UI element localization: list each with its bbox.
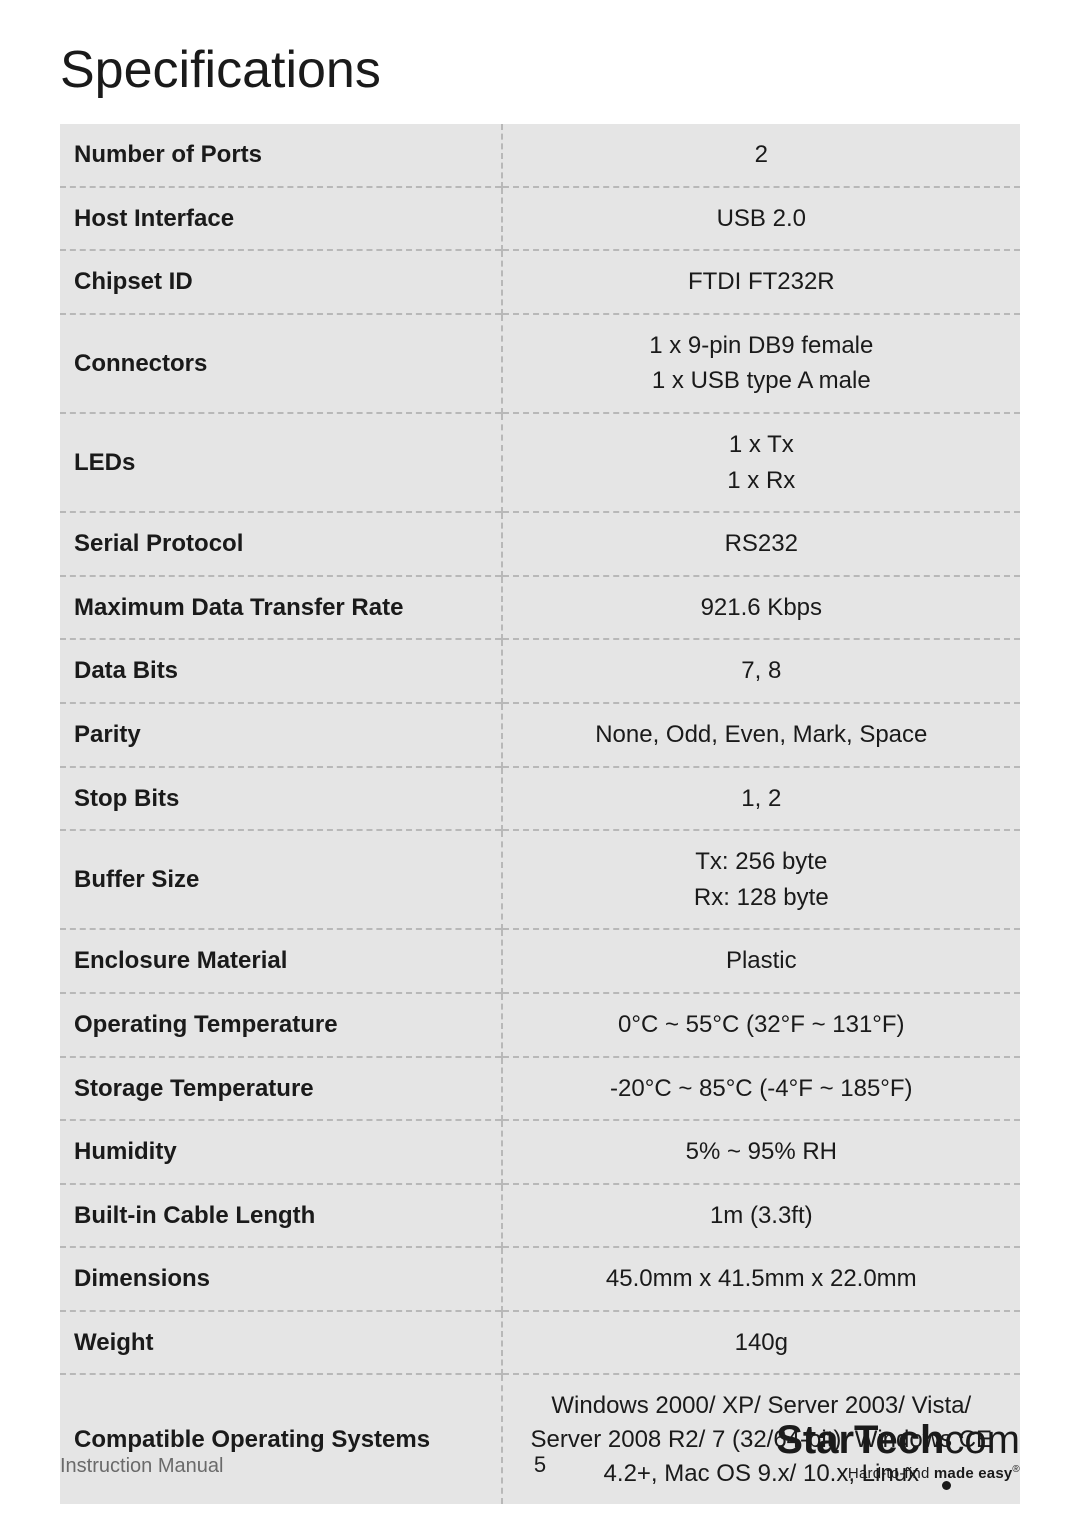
table-row: LEDs1 x Tx1 x Rx: [60, 413, 1020, 512]
spec-value-line: Tx: 256 byte: [517, 845, 1006, 879]
spec-value: Tx: 256 byteRx: 128 byte: [502, 830, 1020, 929]
spec-value: 45.0mm x 41.5mm x 22.0mm: [502, 1247, 1020, 1311]
table-row: Humidity 5% ~ 95% RH: [60, 1120, 1020, 1184]
spec-label: Stop Bits: [60, 767, 502, 831]
spec-label: Connectors: [60, 314, 502, 413]
brand-name-light: com: [944, 1418, 1020, 1462]
spec-label: Weight: [60, 1311, 502, 1375]
spec-value: -20°C ~ 85°C (-4°F ~ 185°F): [502, 1057, 1020, 1121]
spec-value: USB 2.0: [502, 187, 1020, 251]
spec-value: RS232: [502, 512, 1020, 576]
table-row: Host Interface USB 2.0: [60, 187, 1020, 251]
table-row: Operating Temperature 0°C ~ 55°C (32°F ~ …: [60, 993, 1020, 1057]
spec-label: Parity: [60, 703, 502, 767]
table-row: Maximum Data Transfer Rate 921.6 Kbps: [60, 576, 1020, 640]
page-title: Specifications: [60, 40, 1020, 100]
spec-value: 1 x Tx1 x Rx: [502, 413, 1020, 512]
spec-value-line: 2: [517, 138, 1006, 172]
spec-value: 921.6 Kbps: [502, 576, 1020, 640]
page-footer: Instruction Manual 5 StarTechcom Hard-to…: [60, 1420, 1020, 1482]
spec-value: 1, 2: [502, 767, 1020, 831]
spec-label: Operating Temperature: [60, 993, 502, 1057]
spec-value-line: 5% ~ 95% RH: [517, 1135, 1006, 1169]
spec-label: Maximum Data Transfer Rate: [60, 576, 502, 640]
spec-value: 2: [502, 124, 1020, 187]
table-row: Dimensions 45.0mm x 41.5mm x 22.0mm: [60, 1247, 1020, 1311]
spec-value: 5% ~ 95% RH: [502, 1120, 1020, 1184]
brand-logo: StarTechcom: [776, 1420, 1020, 1460]
spec-value: None, Odd, Even, Mark, Space: [502, 703, 1020, 767]
spec-value: 7, 8: [502, 639, 1020, 703]
spec-value-line: RS232: [517, 527, 1006, 561]
table-row: Enclosure Material Plastic: [60, 929, 1020, 993]
table-row: Buffer SizeTx: 256 byteRx: 128 byte: [60, 830, 1020, 929]
tagline-bold: made easy: [934, 1465, 1013, 1482]
table-row: Number of Ports 2: [60, 124, 1020, 187]
spec-value-line: 1 x USB type A male: [517, 364, 1006, 398]
spec-value-line: Rx: 128 byte: [517, 881, 1006, 915]
spec-label: Storage Temperature: [60, 1057, 502, 1121]
table-row: Stop Bits 1, 2: [60, 767, 1020, 831]
spec-value-line: 45.0mm x 41.5mm x 22.0mm: [517, 1262, 1006, 1296]
tagline-prefix: Hard-to-find: [848, 1465, 934, 1482]
spec-label: Built-in Cable Length: [60, 1184, 502, 1248]
spec-label: Enclosure Material: [60, 929, 502, 993]
spec-value-line: 1 x Tx: [517, 428, 1006, 462]
spec-value-line: 140g: [517, 1326, 1006, 1360]
spec-label: Host Interface: [60, 187, 502, 251]
spec-label: Dimensions: [60, 1247, 502, 1311]
spec-value-line: FTDI FT232R: [517, 265, 1006, 299]
table-row: Chipset ID FTDI FT232R: [60, 250, 1020, 314]
spec-label: Data Bits: [60, 639, 502, 703]
spec-value-line: Plastic: [517, 944, 1006, 978]
spec-label: Serial Protocol: [60, 512, 502, 576]
spec-value: 140g: [502, 1311, 1020, 1375]
brand-name-bold: StarTech: [776, 1418, 944, 1462]
spec-value: 1m (3.3ft): [502, 1184, 1020, 1248]
spec-label: Buffer Size: [60, 830, 502, 929]
brand-block: StarTechcom Hard-to-find made easy®: [776, 1420, 1020, 1482]
spec-value: 1 x 9-pin DB9 female1 x USB type A male: [502, 314, 1020, 413]
spec-value-line: USB 2.0: [517, 202, 1006, 236]
table-row: Data Bits 7, 8: [60, 639, 1020, 703]
table-row: Connectors1 x 9-pin DB9 female1 x USB ty…: [60, 314, 1020, 413]
spec-value-line: 1 x Rx: [517, 464, 1006, 498]
spec-value-line: 0°C ~ 55°C (32°F ~ 131°F): [517, 1008, 1006, 1042]
spec-value-line: -20°C ~ 85°C (-4°F ~ 185°F): [517, 1072, 1006, 1106]
table-row: Serial Protocol RS232: [60, 512, 1020, 576]
table-row: Weight 140g: [60, 1311, 1020, 1375]
spec-value-line: 1m (3.3ft): [517, 1199, 1006, 1233]
spec-value: Plastic: [502, 929, 1020, 993]
registered-mark-icon: ®: [1012, 1464, 1020, 1475]
spec-label: LEDs: [60, 413, 502, 512]
footer-left-text: Instruction Manual: [60, 1455, 223, 1482]
spec-value-line: 7, 8: [517, 654, 1006, 688]
table-row: Parity None, Odd, Even, Mark, Space: [60, 703, 1020, 767]
spec-label: Chipset ID: [60, 250, 502, 314]
spec-value-line: None, Odd, Even, Mark, Space: [517, 718, 1006, 752]
spec-label: Number of Ports: [60, 124, 502, 187]
page-number: 5: [534, 1452, 546, 1478]
spec-label: Humidity: [60, 1120, 502, 1184]
specifications-table: Number of Ports 2 Host Interface USB 2.0 Chi…: [60, 124, 1020, 1504]
spec-value-line: 1 x 9-pin DB9 female: [517, 329, 1006, 363]
spec-value: FTDI FT232R: [502, 250, 1020, 314]
spec-value: 0°C ~ 55°C (32°F ~ 131°F): [502, 993, 1020, 1057]
brand-tagline: Hard-to-find made easy®: [776, 1464, 1020, 1482]
table-row: Built-in Cable Length 1m (3.3ft): [60, 1184, 1020, 1248]
spec-value-line: 1, 2: [517, 782, 1006, 816]
spec-value-line: 921.6 Kbps: [517, 591, 1006, 625]
table-row: Storage Temperature -20°C ~ 85°C (-4°F ~ …: [60, 1057, 1020, 1121]
